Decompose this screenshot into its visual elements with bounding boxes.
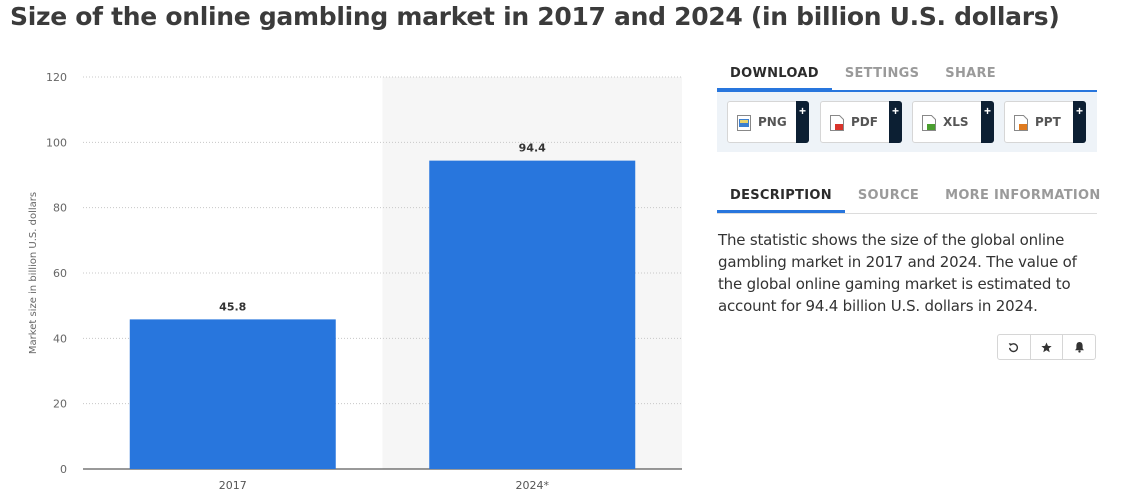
history-icon (1009, 342, 1019, 352)
y-tick-label: 20 (53, 398, 67, 411)
tab-more-information[interactable]: MORE INFORMATION (945, 188, 1101, 203)
ppt-label: PPT (1035, 115, 1061, 129)
y-tick-label: 120 (46, 71, 67, 84)
y-tick-label: 80 (53, 202, 67, 215)
data-label: 45.8 (219, 300, 246, 313)
y-tick-label: 100 (46, 136, 67, 149)
star-icon (1041, 341, 1052, 352)
favorite-button[interactable] (1031, 335, 1064, 359)
pdf-download-button[interactable]: PDF + (820, 101, 902, 143)
page-title: Size of the online gambling market in 20… (10, 2, 1060, 31)
ppt-file-icon (1014, 115, 1028, 131)
plus-icon[interactable]: + (889, 101, 902, 143)
tab-source[interactable]: SOURCE (857, 188, 920, 203)
action-buttons (997, 334, 1096, 360)
ppt-download-button[interactable]: PPT + (1004, 101, 1086, 143)
bell-icon (1074, 341, 1084, 353)
xls-download-button[interactable]: XLS + (912, 101, 994, 143)
bar-chart: 0 20 40 60 80 100 120 45.8 2017 94.4 2024* Market s… (28, 71, 682, 492)
data-label: 94.4 (519, 142, 546, 155)
plus-icon[interactable]: + (796, 101, 809, 143)
y-tick-label: 40 (53, 332, 67, 345)
tab-description[interactable]: DESCRIPTION (717, 180, 845, 213)
png-download-button[interactable]: PNG + (727, 101, 809, 143)
xls-label: XLS (943, 115, 969, 129)
y-tick-label: 0 (60, 463, 67, 476)
y-axis-title: Market size in billion U.S. dollars (28, 192, 39, 354)
description-text: The statistic shows the size of the glob… (718, 231, 1077, 315)
pdf-label: PDF (851, 115, 878, 129)
info-tabs: DESCRIPTION SOURCE MORE INFORMATION (717, 180, 1100, 214)
x-tick-label: 2024* (516, 479, 550, 492)
tab-share[interactable]: SHARE (945, 66, 996, 81)
history-button[interactable] (998, 335, 1031, 359)
download-tabs: DOWNLOAD SETTINGS SHARE (717, 58, 1097, 91)
x-tick-label: 2017 (219, 479, 247, 492)
download-panel: PNG + PDF + XLS + PPT + (717, 90, 1097, 152)
png-label: PNG (758, 115, 787, 129)
plus-icon[interactable]: + (981, 101, 994, 143)
bar (129, 319, 336, 469)
y-tick-label: 60 (53, 267, 67, 280)
tab-settings[interactable]: SETTINGS (844, 66, 920, 81)
notification-button[interactable] (1063, 335, 1095, 359)
bar (429, 160, 636, 470)
xls-file-icon (922, 115, 936, 131)
plus-icon[interactable]: + (1073, 101, 1086, 143)
png-file-icon (737, 115, 751, 131)
tab-download[interactable]: DOWNLOAD (717, 58, 832, 91)
pdf-file-icon (830, 115, 844, 131)
